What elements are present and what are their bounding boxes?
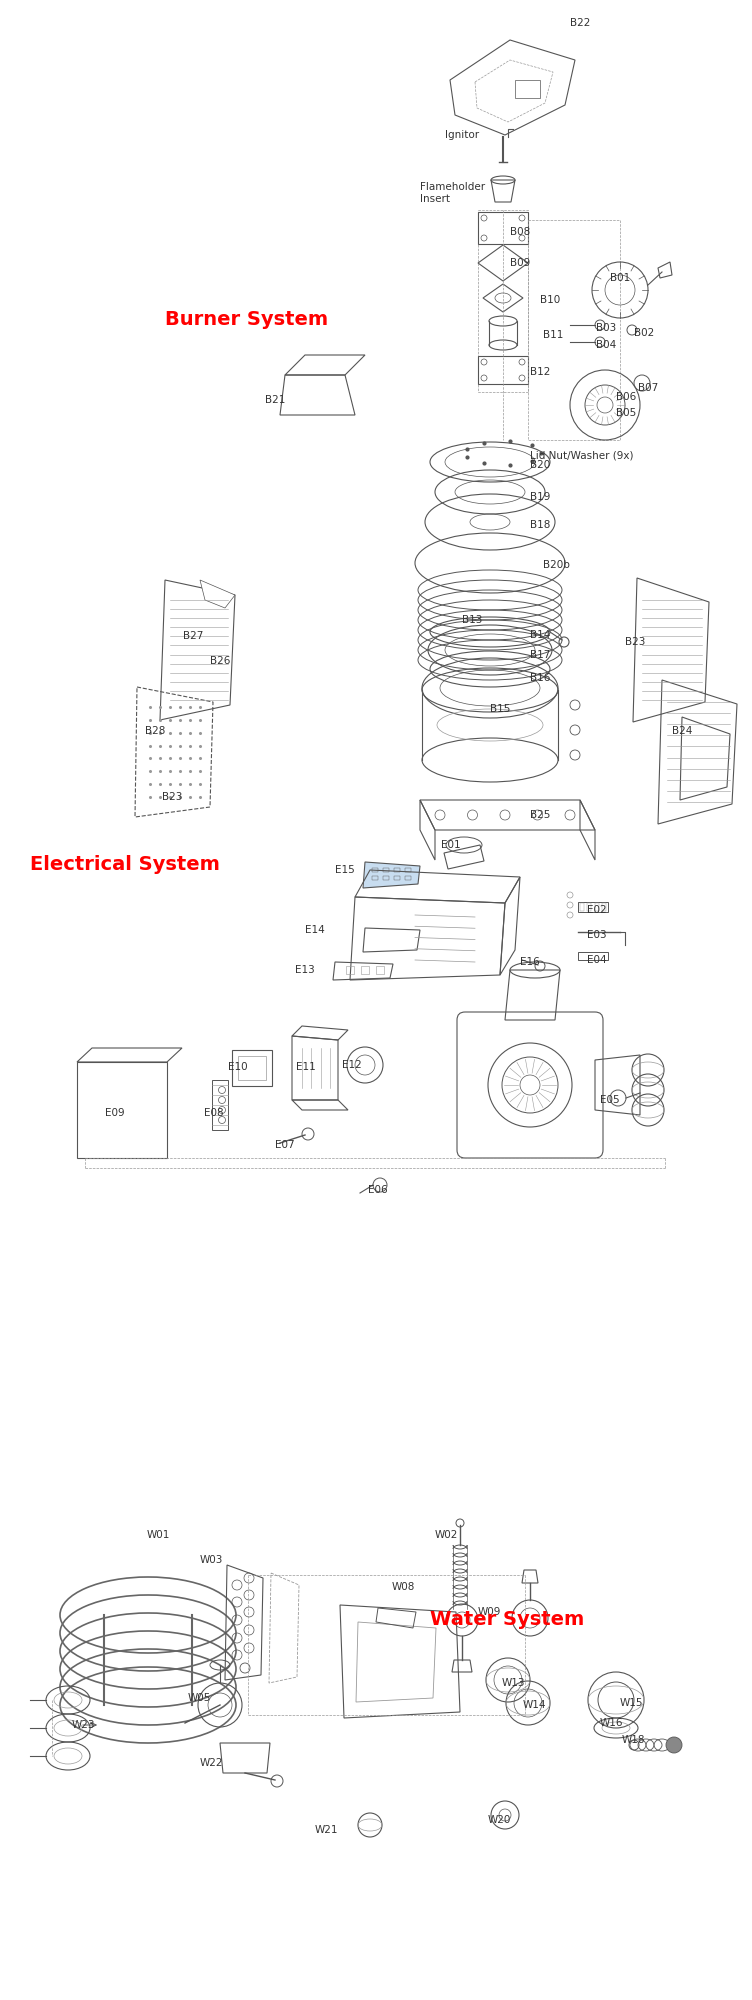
Text: E08: E08	[204, 1108, 223, 1118]
Bar	[212, 1080, 228, 1130]
Bar	[346, 966, 354, 974]
Bar	[372, 876, 378, 880]
Text: B05: B05	[616, 408, 636, 418]
Text: E03: E03	[587, 930, 607, 940]
Text: Water System: Water System	[430, 1610, 584, 1628]
Text: W14: W14	[523, 1700, 547, 1710]
Text: E14: E14	[305, 924, 325, 936]
Text: B17: B17	[530, 650, 550, 660]
Text: W16: W16	[600, 1718, 623, 1728]
Text: E10: E10	[228, 1062, 247, 1072]
Text: B04: B04	[596, 340, 616, 350]
Bar	[376, 966, 384, 974]
Text: W21: W21	[315, 1824, 338, 1836]
Text: W05: W05	[188, 1692, 211, 1704]
Text: B24: B24	[672, 726, 693, 736]
Text: B22: B22	[570, 18, 590, 28]
Text: Flameholder
Insert: Flameholder Insert	[420, 182, 485, 204]
Bar	[580, 904, 584, 912]
Text: B26: B26	[210, 656, 230, 666]
Text: B07: B07	[638, 384, 658, 392]
Text: B08: B08	[510, 226, 530, 236]
Text: B28: B28	[145, 726, 165, 736]
Polygon shape	[363, 862, 420, 888]
Text: Electrical System: Electrical System	[30, 856, 220, 874]
Text: B16: B16	[530, 672, 550, 684]
Text: W13: W13	[502, 1678, 526, 1688]
Text: B13: B13	[462, 616, 482, 624]
Text: E05: E05	[600, 1096, 620, 1104]
Text: W02: W02	[435, 1530, 459, 1540]
Bar	[587, 904, 591, 912]
Bar	[578, 952, 608, 960]
Bar	[238, 1056, 266, 1080]
Text: B14: B14	[530, 630, 550, 640]
Bar	[372, 868, 378, 872]
Text: E16: E16	[520, 958, 540, 968]
Text: E04: E04	[587, 956, 607, 966]
Text: B11: B11	[543, 330, 563, 340]
Text: B23: B23	[625, 636, 645, 648]
Text: W22: W22	[200, 1758, 223, 1768]
Text: E12: E12	[342, 1060, 362, 1070]
Circle shape	[666, 1736, 682, 1752]
Bar	[394, 876, 400, 880]
Bar	[361, 966, 369, 974]
Text: B10: B10	[540, 294, 560, 304]
Bar	[77, 1062, 167, 1158]
Bar	[405, 876, 411, 880]
Text: W08: W08	[392, 1582, 415, 1592]
Bar	[602, 904, 606, 912]
Bar	[394, 868, 400, 872]
Bar	[515, 80, 540, 98]
Bar	[595, 904, 599, 912]
Text: W23: W23	[72, 1720, 96, 1730]
Text: E07: E07	[275, 1140, 295, 1150]
Text: W03: W03	[200, 1556, 223, 1564]
Text: W15: W15	[620, 1698, 644, 1708]
Text: B18: B18	[530, 520, 550, 530]
Text: B06: B06	[616, 392, 636, 402]
Bar	[405, 868, 411, 872]
Text: Burner System: Burner System	[165, 310, 328, 328]
Bar	[383, 868, 389, 872]
Text: W09: W09	[478, 1608, 502, 1616]
Text: B23: B23	[162, 792, 183, 802]
Text: B01: B01	[610, 272, 630, 282]
Text: E09: E09	[105, 1108, 125, 1118]
Text: B19: B19	[530, 492, 550, 502]
Bar	[383, 876, 389, 880]
Text: E13: E13	[295, 966, 315, 976]
Text: B20: B20	[530, 460, 550, 470]
Text: E11: E11	[296, 1062, 316, 1072]
Bar	[578, 902, 608, 912]
Text: B25: B25	[530, 810, 550, 820]
Text: E01: E01	[441, 840, 461, 850]
Text: E02: E02	[587, 904, 607, 916]
Bar	[232, 1050, 272, 1086]
Text: W01: W01	[147, 1530, 171, 1540]
Text: B02: B02	[634, 328, 654, 338]
Text: W18: W18	[622, 1734, 645, 1744]
Text: E06: E06	[368, 1184, 387, 1194]
Text: B09: B09	[510, 258, 530, 268]
Text: B03: B03	[596, 322, 616, 332]
Polygon shape	[200, 580, 235, 608]
Text: B12: B12	[530, 368, 550, 376]
Text: B15: B15	[490, 704, 511, 714]
Text: B21: B21	[265, 396, 285, 404]
Text: Ignitor: Ignitor	[445, 130, 479, 140]
Text: B20b: B20b	[543, 560, 570, 570]
Text: Lid Nut/Washer (9x): Lid Nut/Washer (9x)	[530, 450, 633, 460]
Text: B27: B27	[183, 632, 203, 640]
Text: W20: W20	[488, 1816, 511, 1824]
Text: E15: E15	[335, 864, 355, 876]
